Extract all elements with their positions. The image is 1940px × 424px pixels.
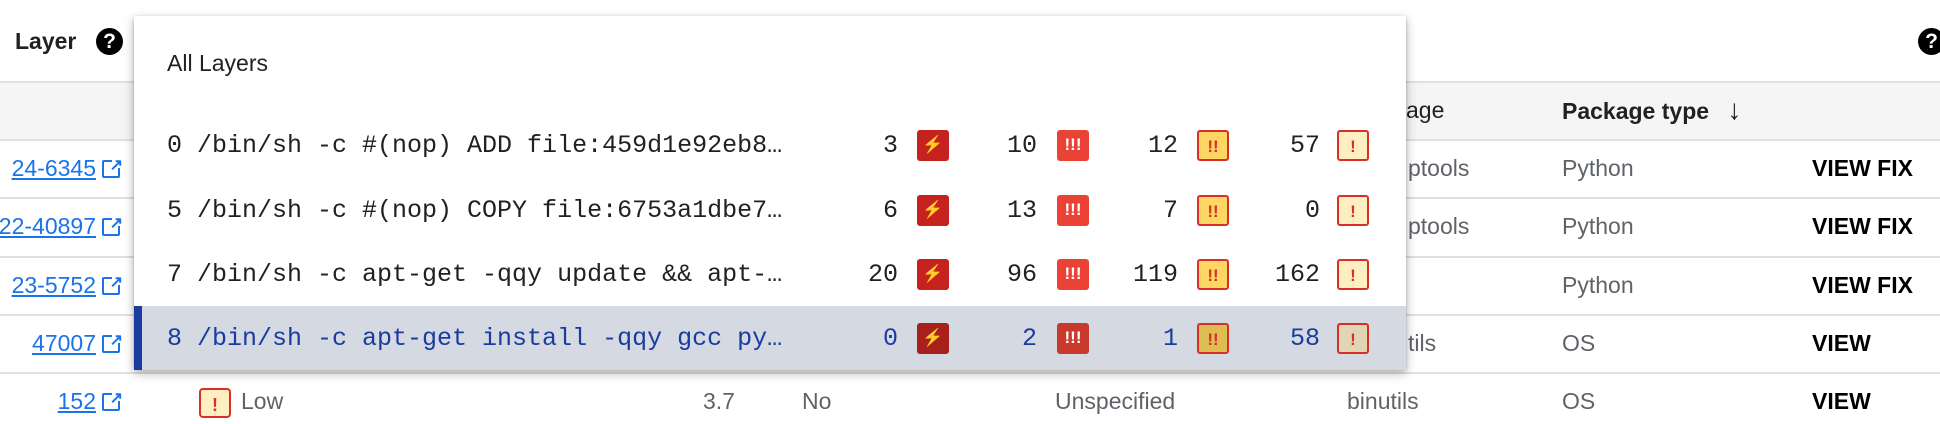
external-link-icon[interactable]	[102, 385, 123, 413]
cvss-score: 3.7	[703, 388, 735, 414]
layer-command: 5 /bin/sh -c #(nop) COPY file:6753a1dbe7…	[167, 196, 783, 225]
low-count: 162	[1274, 260, 1320, 289]
medium-count: 1	[1162, 324, 1178, 353]
package-name: binutils	[1347, 388, 1419, 414]
medium-severity-icon: !!	[1197, 259, 1229, 290]
view-action-button[interactable]: VIEW	[1812, 330, 1871, 356]
critical-count: 20	[867, 260, 898, 289]
layer-command: 0 /bin/sh -c #(nop) ADD file:459d1e92eb8…	[167, 131, 783, 160]
selected-indicator	[134, 306, 142, 370]
medium-severity-icon: !!	[1197, 323, 1229, 354]
high-severity-icon: !!!	[1057, 323, 1089, 354]
high-count: 96	[1006, 260, 1037, 289]
critical-severity-icon: ⚡	[917, 323, 949, 354]
help-icon[interactable]: ?	[1918, 28, 1940, 55]
package-type: OS	[1562, 388, 1596, 414]
medium-severity-icon: !!	[1197, 195, 1229, 226]
column-header-package-type[interactable]: Package type ↓	[1562, 96, 1741, 125]
low-severity-icon: !	[1337, 323, 1369, 354]
medium-count: 119	[1132, 260, 1178, 289]
layer-menu-item[interactable]: 8 /bin/sh -c apt-get install -qqy gcc py…	[134, 306, 1406, 370]
critical-count: 3	[882, 131, 898, 160]
layer-menu-item[interactable]: 7 /bin/sh -c apt-get -qqy update && apt-…	[134, 242, 1406, 306]
cve-link[interactable]: 22-40897	[0, 210, 123, 240]
high-severity-icon: !!!	[1057, 259, 1089, 290]
cve-id[interactable]: 47007	[32, 330, 96, 356]
menu-item-all-layers[interactable]: All Layers	[167, 50, 268, 76]
view-action-button[interactable]: VIEW FIX	[1812, 272, 1913, 298]
low-severity-icon: !	[199, 387, 231, 418]
critical-severity-icon: ⚡	[917, 259, 949, 290]
low-count: 0	[1304, 196, 1320, 225]
layer-menu-item[interactable]: 5 /bin/sh -c #(nop) COPY file:6753a1dbe7…	[134, 178, 1406, 242]
medium-count: 7	[1162, 196, 1178, 225]
external-link-icon[interactable]	[102, 269, 123, 297]
high-count: 2	[1021, 324, 1037, 353]
package-type: Python	[1562, 213, 1634, 239]
package-name: tils	[1408, 330, 1437, 356]
layer-command: 7 /bin/sh -c apt-get -qqy update && apt-…	[167, 260, 783, 289]
high-count: 13	[1006, 196, 1037, 225]
package-type: Python	[1562, 155, 1634, 181]
fix-available: No	[802, 388, 832, 414]
column-header-package[interactable]: age	[1406, 97, 1445, 123]
external-link-icon[interactable]	[102, 210, 123, 238]
cve-id[interactable]: 24-6345	[11, 155, 96, 181]
layer-menu-item[interactable]: 0 /bin/sh -c #(nop) ADD file:459d1e92eb8…	[134, 113, 1406, 177]
package-type-label: Package type	[1562, 98, 1710, 124]
low-count: 58	[1289, 324, 1320, 353]
medium-count: 12	[1147, 131, 1178, 160]
critical-severity-icon: ⚡	[917, 130, 949, 161]
view-action-button[interactable]: VIEW FIX	[1812, 213, 1913, 239]
view-action-button[interactable]: VIEW	[1812, 388, 1871, 414]
high-severity-icon: !!!	[1057, 195, 1089, 226]
low-severity-icon: !	[1337, 130, 1369, 161]
view-action-button[interactable]: VIEW FIX	[1812, 155, 1913, 181]
cve-link[interactable]: 23-5752	[11, 269, 123, 299]
low-severity-icon: !	[1337, 259, 1369, 290]
layer-dropdown-menu: All Layers 0 /bin/sh -c #(nop) ADD file:…	[134, 16, 1406, 370]
medium-severity-icon: !!	[1197, 130, 1229, 161]
layer-command: 8 /bin/sh -c apt-get install -qqy gcc py…	[167, 324, 783, 353]
cve-id[interactable]: 23-5752	[11, 272, 96, 298]
layer-help-icon[interactable]: ?	[96, 28, 123, 55]
cve-id[interactable]: 22-40897	[0, 213, 96, 239]
critical-count: 6	[882, 196, 898, 225]
cve-link[interactable]: 24-6345	[11, 152, 123, 182]
package-name: ptools	[1408, 213, 1470, 239]
sort-descending-icon[interactable]: ↓	[1727, 94, 1742, 125]
critical-severity-icon: ⚡	[917, 195, 949, 226]
critical-count: 0	[882, 324, 898, 353]
low-count: 57	[1289, 131, 1320, 160]
package-name: ptools	[1408, 155, 1470, 181]
severity-label: Low	[241, 388, 284, 414]
cve-link[interactable]: 47007	[32, 327, 123, 357]
cve-id[interactable]: 152	[57, 388, 96, 414]
layer-label: Layer	[15, 28, 77, 54]
severity: ! Low	[199, 387, 283, 418]
external-link-icon[interactable]	[102, 327, 123, 355]
high-count: 10	[1006, 131, 1037, 160]
package-type: Python	[1562, 272, 1634, 298]
high-severity-icon: !!!	[1057, 130, 1089, 161]
package-type: OS	[1562, 330, 1596, 356]
effort: Unspecified	[1055, 388, 1176, 414]
low-severity-icon: !	[1337, 195, 1369, 226]
external-link-icon[interactable]	[102, 152, 123, 180]
cve-link[interactable]: 152	[57, 385, 123, 415]
